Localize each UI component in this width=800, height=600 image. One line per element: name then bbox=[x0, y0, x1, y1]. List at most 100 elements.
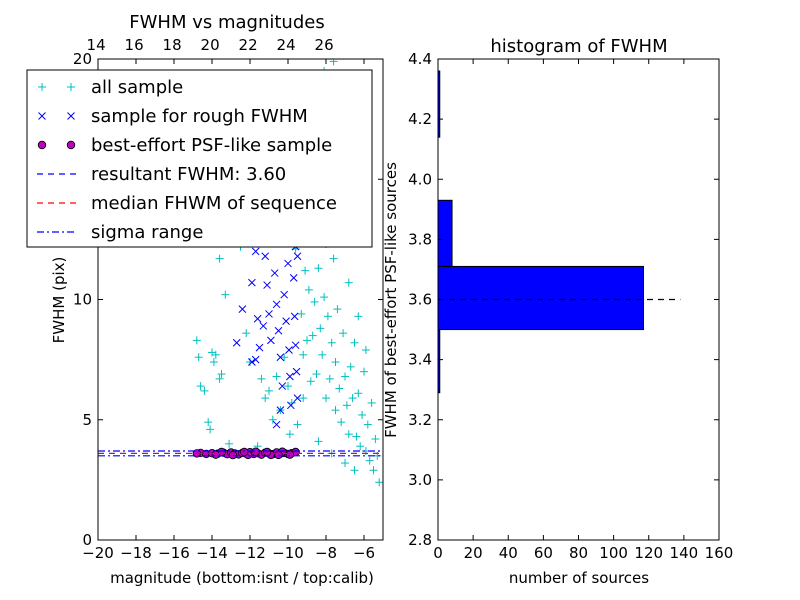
point-sample-for-rough-fwhm bbox=[285, 346, 293, 354]
point-all-sample bbox=[350, 466, 359, 475]
point-all-sample bbox=[206, 425, 215, 434]
point-all-sample bbox=[306, 377, 315, 386]
point-all-sample bbox=[348, 394, 357, 403]
point-all-sample bbox=[333, 305, 342, 314]
point-all-sample bbox=[225, 439, 234, 448]
top-tick-label: 20 bbox=[201, 36, 220, 54]
y-tick-label: 20 bbox=[73, 50, 92, 68]
point-all-sample bbox=[221, 290, 230, 299]
point-best-effort-psf-like-sample bbox=[262, 447, 272, 457]
point-all-sample bbox=[363, 420, 372, 429]
point-all-sample bbox=[217, 370, 226, 379]
histogram-x-tick-label: 120 bbox=[634, 544, 663, 562]
point-sample-for-rough-fwhm bbox=[270, 269, 279, 277]
histogram-x-tick-label: 60 bbox=[534, 544, 553, 562]
point-all-sample bbox=[272, 372, 281, 381]
point-all-sample bbox=[356, 442, 365, 451]
point-all-sample bbox=[352, 432, 361, 441]
top-axis-ticks: 14 16 18 20 22 24 26 bbox=[87, 36, 334, 54]
point-all-sample bbox=[331, 406, 340, 415]
point-all-sample bbox=[354, 389, 363, 398]
histogram-x-tick-label: 100 bbox=[599, 544, 628, 562]
scatter-x-label: magnitude (bottom:isnt / top:calib) bbox=[110, 569, 374, 587]
x-axis-ticks: −20 −18 −16 −14 −12 −10 −8 −6 bbox=[82, 59, 375, 562]
point-all-sample bbox=[344, 278, 353, 287]
point-sample-for-rough-fwhm bbox=[284, 259, 292, 268]
point-all-sample bbox=[344, 430, 353, 439]
point-all-sample bbox=[192, 336, 201, 345]
point-all-sample bbox=[265, 386, 273, 395]
point-all-sample bbox=[308, 331, 317, 340]
point-all-sample bbox=[261, 394, 270, 403]
scatter-y-label: FWHM (pix) bbox=[50, 257, 68, 344]
legend-label-all-sample: all sample bbox=[91, 77, 183, 98]
point-sample-for-rough-fwhm bbox=[278, 382, 287, 390]
histogram-frame bbox=[437, 58, 720, 541]
point-sample-for-rough-fwhm bbox=[274, 326, 283, 335]
point-all-sample bbox=[200, 386, 209, 395]
point-all-sample bbox=[303, 336, 311, 345]
x-tick-label: −16 bbox=[158, 544, 190, 562]
point-sample-for-rough-fwhm bbox=[265, 310, 273, 318]
x-tick-label: −18 bbox=[120, 544, 152, 562]
histogram-x-tick-label: 0 bbox=[433, 544, 443, 562]
point-all-sample bbox=[369, 466, 378, 475]
top-tick-label: 18 bbox=[163, 36, 182, 54]
point-all-sample bbox=[297, 309, 306, 318]
point-all-sample bbox=[293, 420, 302, 429]
histogram-x-tick-label: 40 bbox=[499, 544, 518, 562]
legend-label-rough-fwhm: sample for rough FWHM bbox=[91, 106, 308, 127]
legend-marker-sample-for-rough-fwhm bbox=[38, 112, 75, 120]
point-all-sample bbox=[312, 370, 321, 379]
point-sample-for-rough-fwhm bbox=[286, 372, 294, 381]
point-all-sample bbox=[209, 358, 218, 367]
point-sample-for-rough-fwhm bbox=[293, 252, 302, 261]
point-all-sample bbox=[323, 312, 332, 321]
point-all-sample bbox=[280, 353, 289, 362]
point-all-sample bbox=[365, 456, 374, 465]
histogram-plot: histogram of FWHM 0 20 40 60 80 100 120 140 160 … bbox=[382, 36, 733, 587]
top-tick-label: 16 bbox=[125, 36, 144, 54]
point-all-sample bbox=[341, 372, 349, 381]
point-sample-for-rough-fwhm bbox=[251, 355, 260, 364]
histogram-y-tick-label: 3.8 bbox=[408, 230, 432, 248]
point-all-sample bbox=[342, 401, 351, 410]
point-all-sample bbox=[335, 384, 344, 393]
point-best-effort-psf-like-sample bbox=[228, 450, 238, 460]
histogram-x-tick-label: 140 bbox=[670, 544, 699, 562]
histogram-y-tick-label: 4.0 bbox=[408, 170, 432, 188]
point-all-sample bbox=[194, 353, 203, 362]
point-all-sample bbox=[284, 382, 292, 391]
histogram-y-ticks: 2.8 3.0 3.2 3.4 3.6 3.8 4.0 4.2 4.4 bbox=[408, 50, 719, 549]
point-all-sample bbox=[325, 374, 334, 383]
point-all-sample bbox=[329, 254, 338, 263]
histogram-x-tick-label: 160 bbox=[705, 544, 734, 562]
histogram-y-tick-label: 3.2 bbox=[408, 411, 432, 429]
point-all-sample bbox=[367, 398, 376, 407]
histogram-x-tick-label: 20 bbox=[464, 544, 483, 562]
histogram-x-label: number of sources bbox=[509, 569, 649, 587]
point-all-sample bbox=[329, 59, 338, 66]
point-sample-for-rough-fwhm bbox=[248, 278, 256, 287]
legend-marker-all-sample bbox=[38, 83, 75, 91]
point-all-sample bbox=[204, 418, 213, 427]
point-best-effort-psf-like-sample bbox=[274, 450, 283, 460]
point-best-effort-psf-like-sample bbox=[211, 450, 220, 459]
point-sample-for-rough-fwhm bbox=[272, 300, 281, 309]
legend-label-resultant-fwhm: resultant FWHM: 3.60 bbox=[91, 164, 286, 185]
point-best-effort-psf-like-sample bbox=[251, 447, 260, 456]
point-sample-for-rough-fwhm bbox=[289, 274, 298, 282]
point-all-sample bbox=[301, 266, 310, 275]
point-all-sample bbox=[371, 434, 380, 443]
point-sample-for-rough-fwhm bbox=[272, 420, 281, 429]
y-tick-label: 5 bbox=[82, 411, 92, 429]
point-best-effort-psf-like-sample bbox=[240, 447, 249, 457]
histogram-y-tick-label: 4.4 bbox=[408, 50, 432, 68]
x-tick-label: −8 bbox=[315, 544, 337, 562]
x-tick-label: −20 bbox=[82, 544, 114, 562]
point-all-sample bbox=[327, 338, 336, 347]
point-all-sample bbox=[299, 350, 308, 359]
x-tick-label: −12 bbox=[234, 544, 266, 562]
point-all-sample bbox=[215, 374, 224, 383]
